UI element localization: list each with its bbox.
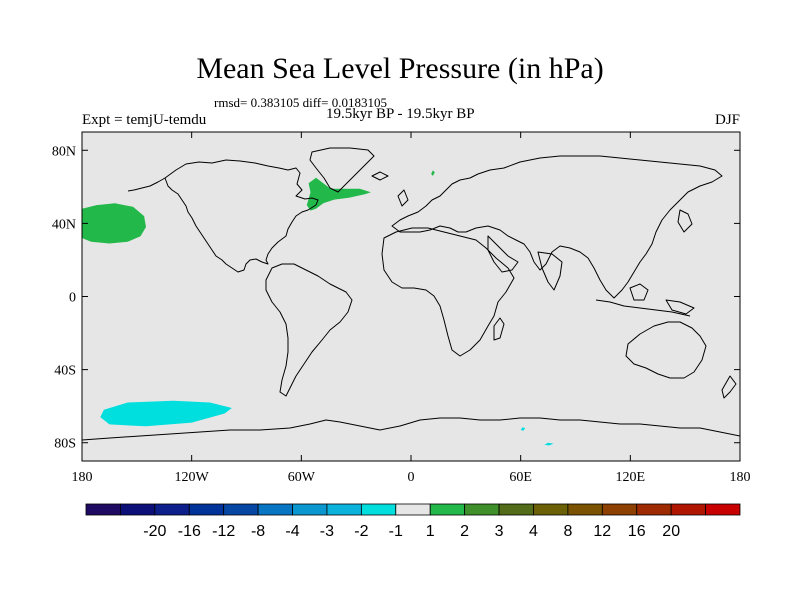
map-subtitle: 19.5kyr BP - 19.5kyr BP bbox=[326, 106, 475, 122]
lon-tick-label: 180 bbox=[730, 470, 751, 485]
colorbar-label: -12 bbox=[212, 523, 235, 540]
coastline-antarctica bbox=[82, 417, 740, 441]
colorbar-label: -1 bbox=[389, 523, 403, 540]
colorbar-swatch bbox=[464, 503, 500, 516]
latitude-axis: 80N 40N 0 40S 80S bbox=[52, 144, 740, 452]
colorbar-swatch bbox=[188, 503, 225, 516]
colorbar-swatch bbox=[670, 503, 706, 516]
lon-tick-label: 0 bbox=[408, 470, 415, 485]
colorbar-swatch bbox=[326, 503, 362, 516]
coastline-eurasia bbox=[391, 155, 723, 299]
colorbar-label: 1 bbox=[426, 523, 435, 540]
coastline-india bbox=[537, 251, 563, 291]
coastline-indonesia bbox=[595, 299, 691, 317]
anomaly-north-atlantic-positive bbox=[306, 177, 371, 211]
colorbar-label: 3 bbox=[495, 523, 504, 540]
colorbar-label: 20 bbox=[662, 523, 680, 540]
coastline-new-guinea bbox=[665, 299, 695, 315]
anomaly-southern-pacific-negative bbox=[100, 400, 232, 427]
lat-tick-label: 40S bbox=[54, 364, 76, 379]
colorbar-label: -4 bbox=[285, 523, 299, 540]
colorbar-label: -3 bbox=[320, 523, 334, 540]
coastline-north-america bbox=[164, 159, 319, 273]
lon-tick-label: 60W bbox=[288, 470, 316, 485]
experiment-label: Expt = temjU-temdu bbox=[82, 112, 207, 128]
lon-tick-label: 180 bbox=[72, 470, 93, 485]
lon-tick-label: 120W bbox=[175, 470, 210, 485]
coastline-madagascar bbox=[493, 317, 505, 341]
colorbar-swatch bbox=[395, 503, 431, 516]
colorbar-label: 4 bbox=[529, 523, 538, 540]
lat-tick-label: 40N bbox=[52, 217, 76, 232]
colorbar-label: 2 bbox=[460, 523, 469, 540]
colorbar-swatch bbox=[154, 503, 190, 516]
colorbar-swatch bbox=[85, 503, 121, 516]
coastline-south-america bbox=[265, 263, 353, 397]
coastline-british-isles bbox=[397, 189, 409, 207]
colorbar-swatch bbox=[498, 503, 534, 516]
lat-tick-label: 80N bbox=[52, 144, 76, 159]
map-title: Mean Sea Level Pressure (in hPa) bbox=[196, 52, 604, 85]
lon-tick-label: 120E bbox=[616, 470, 646, 485]
anomaly-layer bbox=[82, 170, 554, 446]
colorbar-swatch bbox=[120, 503, 156, 516]
colorbar-label: -16 bbox=[178, 523, 201, 540]
colorbar-swatch bbox=[360, 503, 397, 516]
coastline-greenland bbox=[309, 147, 375, 193]
coastline-arabia bbox=[487, 235, 519, 273]
lon-tick-label: 60E bbox=[509, 470, 532, 485]
anomaly-antarctic-negative-2 bbox=[544, 442, 554, 446]
colorbar-swatch bbox=[567, 503, 603, 516]
colorbar-swatch bbox=[429, 503, 466, 516]
colorbar-swatch bbox=[533, 503, 569, 516]
colorbar-label: -20 bbox=[143, 523, 166, 540]
colorbar: -20 -16 -12 -8 -4 -3 -2 -1 1 2 3 4 8 12 16 20 bbox=[85, 503, 741, 540]
lat-tick-label: 0 bbox=[69, 291, 76, 306]
coastline-australia bbox=[625, 321, 707, 379]
colorbar-swatch bbox=[636, 503, 672, 516]
colorbar-swatch bbox=[601, 503, 638, 516]
colorbar-swatch bbox=[257, 503, 293, 516]
anomaly-scandinavia-positive bbox=[431, 170, 435, 176]
coastline-borneo bbox=[629, 283, 649, 301]
lat-tick-label: 80S bbox=[54, 437, 76, 452]
anomaly-north-pacific-positive bbox=[82, 203, 146, 244]
coastlines bbox=[82, 147, 740, 441]
colorbar-label: -2 bbox=[354, 523, 368, 540]
colorbar-swatch bbox=[292, 503, 328, 516]
longitude-axis: 180 120W 60W 0 60E 120E 180 bbox=[72, 132, 751, 485]
coastline-new-zealand bbox=[721, 375, 737, 399]
colorbar-swatch bbox=[705, 503, 741, 516]
colorbar-swatch bbox=[223, 503, 259, 516]
coastline-japan bbox=[677, 209, 693, 233]
anomaly-antarctic-negative-1 bbox=[520, 427, 526, 431]
season-label: DJF bbox=[714, 112, 740, 128]
coastline-iceland bbox=[371, 171, 389, 181]
colorbar-label: 12 bbox=[593, 523, 611, 540]
colorbar-label: 8 bbox=[563, 523, 572, 540]
colorbar-label: -8 bbox=[251, 523, 265, 540]
colorbar-label: 16 bbox=[628, 523, 646, 540]
coastline-africa bbox=[381, 227, 515, 357]
rmsd-diff-stats: rmsd= 0.383105 diff= 0.0183105 bbox=[214, 95, 387, 110]
coastline-alaska bbox=[127, 177, 166, 192]
